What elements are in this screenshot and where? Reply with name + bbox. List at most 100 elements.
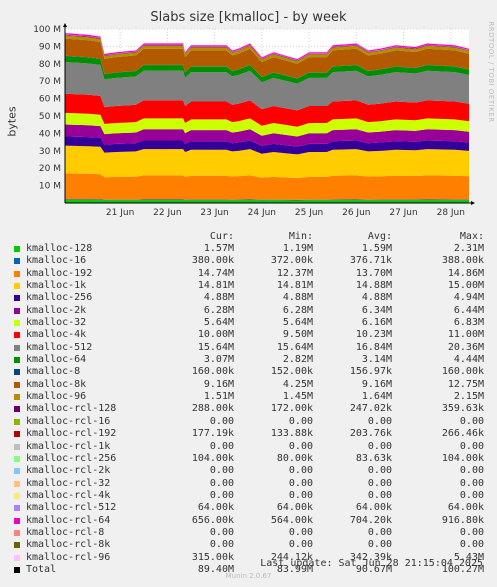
- legend-name: kmalloc-256: [26, 292, 93, 304]
- legend-swatch: [14, 246, 20, 252]
- legend-swatch: [14, 492, 20, 499]
- legend-avg: 16.84M: [355, 341, 392, 353]
- legend-item: kmalloc-rcl-256 104.00k 80.00k 83.63k 104.00…: [10, 453, 490, 465]
- legend-name: kmalloc-rcl-1k: [26, 440, 111, 452]
- legend-name: kmalloc-192: [26, 267, 93, 279]
- area-kmalloc-64: [65, 56, 469, 84]
- legend-min: 244.12k: [270, 551, 313, 563]
- last-update: Last update: Sat Jun 28 21:15:04 2025: [260, 558, 483, 569]
- area-kmalloc-128: [65, 200, 469, 203]
- y-tick-label: 50 M: [39, 112, 61, 122]
- legend-item: kmalloc-rcl-64 656.00k 564.00k 704.20k 916.8…: [10, 515, 490, 527]
- legend-name: kmalloc-16: [26, 255, 87, 267]
- legend-avg: 376.71k: [349, 255, 392, 267]
- legend-avg: 0.00: [367, 415, 392, 427]
- legend-max: 0.00: [459, 440, 484, 452]
- legend-min: 1.19M: [282, 243, 313, 254]
- legend-header-avg: Avg:: [367, 231, 392, 242]
- legend-swatch: [14, 529, 20, 536]
- x-tick-label: 22 Jun: [153, 208, 181, 218]
- legend-name: kmalloc-2k: [26, 304, 87, 316]
- legend-cur: 0.00: [209, 440, 234, 452]
- legend-min: 133.88k: [270, 428, 313, 440]
- area-kmalloc-1k: [65, 145, 469, 179]
- y-tick-label: 40 M: [39, 129, 61, 139]
- legend-min: 5.64M: [282, 317, 313, 329]
- legend-name: kmalloc-rcl-128: [26, 403, 117, 415]
- legend-swatch: [14, 270, 20, 277]
- legend-header-cur: Cur:: [209, 231, 234, 242]
- legend-max: 6.44M: [453, 304, 484, 316]
- legend-min: 0.00: [288, 526, 313, 538]
- legend-name: kmalloc-rcl-4k: [26, 489, 111, 501]
- legend-name: kmalloc-128: [26, 243, 93, 254]
- legend-min: 0.00: [288, 465, 313, 477]
- legend-min: 6.28M: [282, 304, 313, 316]
- legend-avg: 13.70M: [355, 267, 392, 279]
- legend-cur: 1.57M: [203, 243, 234, 254]
- legend-item: kmalloc-rcl-192 177.19k 133.88k 203.76k 266.…: [10, 428, 490, 440]
- legend-swatch: [14, 542, 20, 549]
- legend-swatch: [14, 357, 20, 364]
- legend-cur: 4.88M: [203, 292, 234, 304]
- area-kmalloc-4k: [65, 93, 469, 127]
- legend-cur: 14.74M: [197, 267, 234, 279]
- legend-item: Total 89.40M 83.99M 90.67M 100.27M: [10, 564, 490, 576]
- legend-item: kmalloc-192 14.74M 12.37M 13.70M 14.86M: [10, 268, 490, 280]
- legend-avg: 203.76k: [349, 428, 392, 440]
- legend-swatch: [14, 505, 20, 512]
- legend-avg: 1.64M: [361, 391, 392, 403]
- legend-max: 266.46k: [441, 428, 484, 440]
- legend-swatch: [14, 480, 20, 487]
- legend-cur: 5.64M: [203, 317, 234, 329]
- legend-name: kmalloc-8: [26, 366, 81, 378]
- area-kmalloc-8k: [65, 38, 469, 79]
- legend-max: 64.00k: [447, 502, 484, 514]
- legend-swatch: [14, 455, 20, 462]
- legend-name: kmalloc-64: [26, 354, 87, 366]
- legend-max: 14.86M: [447, 267, 484, 279]
- legend-min: 80.00k: [276, 452, 313, 464]
- legend-cur: 104.00k: [191, 452, 234, 464]
- legend-max: 4.44M: [453, 354, 484, 366]
- x-tick-label: 23 Jun: [200, 208, 228, 218]
- legend-max: 0.00: [459, 415, 484, 427]
- y-tick-label: 20 M: [39, 164, 61, 174]
- legend-min: 14.81M: [276, 280, 313, 292]
- legend-avg: 342.39k: [349, 551, 392, 563]
- legend-cur: 0.00: [209, 477, 234, 489]
- stacked-area-chart: 10 M 20 M 30 M 40 M 50 M 60 M 70 M 80 M 90 M 100 …: [33, 23, 475, 218]
- legend-item: kmalloc-16 380.00k 372.00k 376.71k 388.00k: [10, 255, 490, 267]
- legend-item: kmalloc-rcl-8k 0.00 0.00 0.00 0.00: [10, 539, 490, 551]
- legend-cur: 15.64M: [197, 341, 234, 353]
- legend-swatch: [14, 307, 20, 314]
- legend-swatch: [14, 258, 20, 265]
- legend-swatch: [14, 443, 20, 450]
- chart-title: Slabs size [kmalloc] - by week: [150, 10, 347, 25]
- legend-avg: 90.67M: [355, 563, 392, 575]
- legend-min: 4.25M: [282, 378, 313, 390]
- legend-max: 388.00k: [441, 255, 484, 267]
- legend-item: kmalloc-1k 14.81M 14.81M 14.88M 15.00M: [10, 280, 490, 292]
- legend-cur: 656.00k: [191, 514, 234, 526]
- legend-item: kmalloc-rcl-96 315.00k 244.12k 342.39k 5.43M: [10, 552, 490, 564]
- legend-max: 2.31M: [453, 243, 484, 254]
- legend-min: 564.00k: [270, 514, 313, 526]
- legend-min: 15.64M: [276, 341, 313, 353]
- legend-max: 12.75M: [447, 378, 484, 390]
- legend-cur: 0.00: [209, 415, 234, 427]
- legend-item: kmalloc-128 1.57M 1.19M 1.59M 2.31M: [10, 243, 490, 255]
- legend-header-min: Min:: [288, 231, 313, 242]
- area-kmalloc-192: [65, 173, 469, 200]
- legend-item: kmalloc-rcl-32 0.00 0.00 0.00 0.00: [10, 478, 490, 490]
- legend-item: kmalloc-512 15.64M 15.64M 16.84M 20.36M: [10, 342, 490, 354]
- legend-max: 359.63k: [441, 403, 484, 415]
- legend-item: kmalloc-256 4.88M 4.88M 4.88M 4.94M: [10, 292, 490, 304]
- legend-item: kmalloc-8k 9.16M 4.25M 9.16M 12.75M: [10, 379, 490, 391]
- legend-item: kmalloc-64 3.07M 2.82M 3.14M 4.44M: [10, 354, 490, 366]
- legend-cur: 0.00: [209, 465, 234, 477]
- legend-min: 152.00k: [270, 366, 313, 378]
- legend-swatch: [14, 320, 20, 327]
- legend-avg: 6.16M: [361, 317, 392, 329]
- legend-avg: 3.14M: [361, 354, 392, 366]
